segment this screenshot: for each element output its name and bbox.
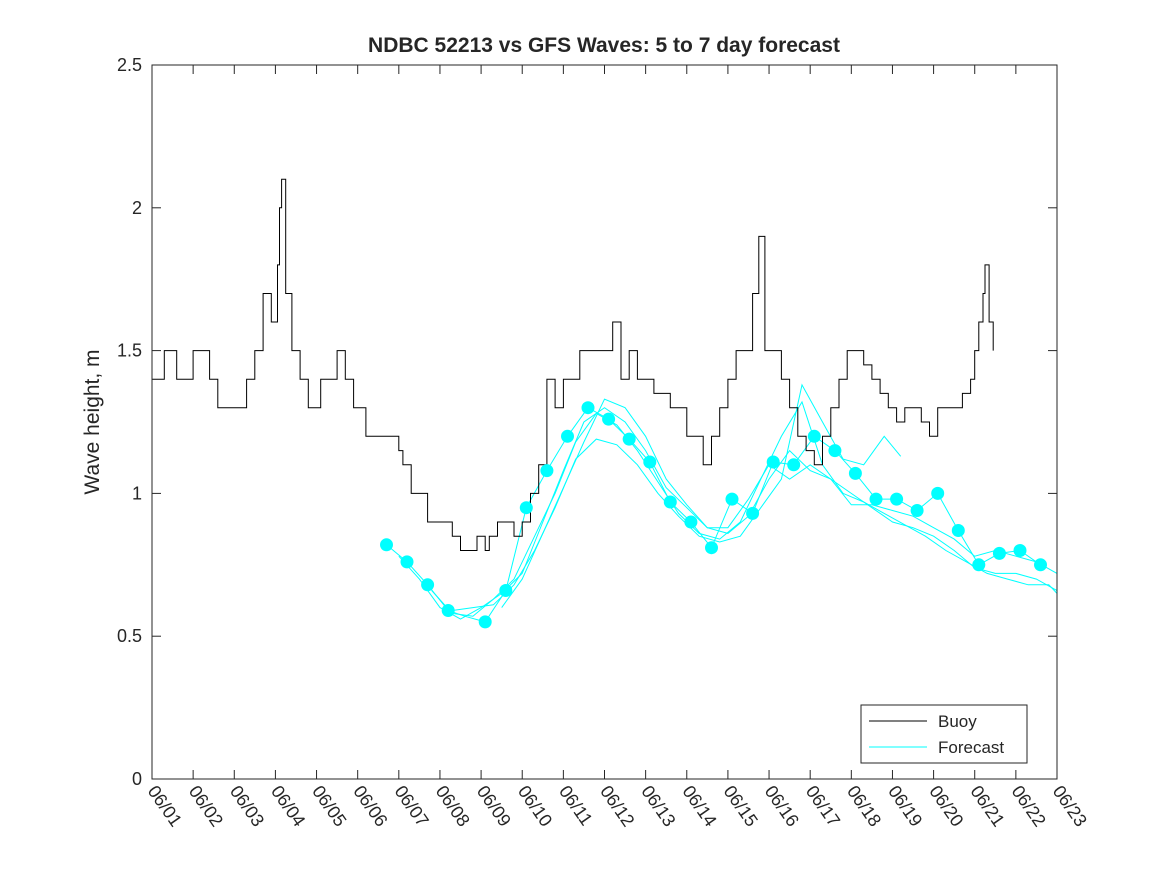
forecast-marker [441, 604, 455, 617]
y-tick-label: 1 [132, 483, 142, 503]
legend-buoy-label: Buoy [938, 712, 977, 731]
forecast-marker [828, 444, 842, 458]
forecast-marker [643, 455, 657, 469]
forecast-marker [622, 432, 636, 446]
forecast-marker [705, 541, 718, 555]
legend-forecast-label: Forecast [938, 738, 1004, 757]
y-tick-label: 2.5 [117, 55, 142, 75]
buoy-line [152, 178, 994, 551]
forecast-marker [561, 429, 574, 443]
forecast-marker [1034, 558, 1047, 572]
forecast-marker [540, 464, 554, 478]
forecast-marker [602, 412, 616, 426]
forecast-marker [725, 492, 739, 506]
y-tick-label: 0 [132, 769, 142, 789]
forecast-marker [910, 504, 924, 517]
y-tick-label: 0.5 [117, 626, 142, 646]
forecast-marker [848, 466, 862, 480]
forecast-marker [890, 492, 904, 506]
forecast-marker [499, 584, 513, 597]
forecast-run-line [431, 400, 1058, 617]
forecast-marker [400, 555, 414, 569]
forecast-marker [421, 578, 435, 592]
forecast-run-line [501, 398, 1058, 608]
forecast-marker [746, 506, 760, 520]
chart-title: NDBC 52213 vs GFS Waves: 5 to 7 day fore… [368, 34, 840, 57]
y-tick-label: 2 [132, 198, 142, 218]
forecast-marker [581, 401, 595, 415]
y-axis-label: Wave height, m [81, 349, 104, 494]
forecast-marker [478, 615, 492, 629]
forecast-run-line [452, 383, 902, 611]
y-tick-label: 1.5 [117, 341, 142, 361]
forecast-marker [519, 501, 533, 515]
series-layer [152, 178, 1058, 629]
forecast-marker [787, 458, 801, 472]
forecast-marker [766, 455, 780, 469]
forecast-marker [684, 515, 698, 529]
forecast-marker [951, 524, 965, 537]
forecast-marker [931, 486, 945, 500]
forecast-marker [807, 429, 821, 443]
legend: Buoy Forecast [860, 704, 1028, 764]
forecast-marker [663, 495, 677, 509]
forecast-marker [380, 538, 393, 552]
forecast-marker [992, 546, 1006, 560]
forecast-marker [972, 558, 986, 572]
legend-box [860, 704, 1028, 764]
forecast-marker [869, 492, 883, 506]
forecast-marker [1013, 544, 1027, 557]
